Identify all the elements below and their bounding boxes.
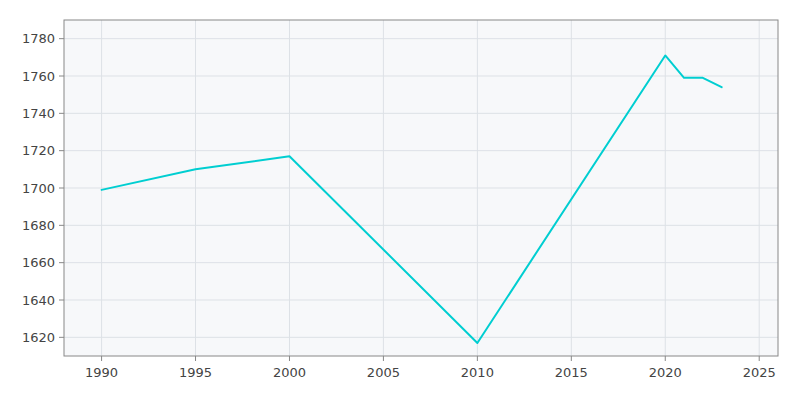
grid-line-y	[64, 188, 778, 189]
tick-label-y: 1720	[22, 143, 55, 158]
tick-y	[59, 262, 64, 263]
tick-y	[59, 225, 64, 226]
tick-label-x: 2010	[461, 365, 494, 380]
grid-line-y	[64, 150, 778, 151]
tick-label-y: 1620	[22, 330, 55, 345]
grid-line-y	[64, 337, 778, 338]
grid-line-y	[64, 113, 778, 114]
tick-label-x: 2025	[743, 365, 776, 380]
tick-label-y: 1680	[22, 218, 55, 233]
tick-x	[759, 356, 760, 361]
tick-x	[477, 356, 478, 361]
grid-line-y	[64, 76, 778, 77]
tick-y	[59, 38, 64, 39]
grid-line-y	[64, 225, 778, 226]
grid-line-y	[64, 38, 778, 39]
grid-line-y	[64, 262, 778, 263]
tick-label-x: 2000	[273, 365, 306, 380]
tick-y	[59, 188, 64, 189]
tick-y	[59, 150, 64, 151]
tick-y	[59, 337, 64, 338]
page: {"chart_data": {"type": "line", "x": [19…	[0, 0, 800, 400]
tick-y	[59, 76, 64, 77]
tick-x	[383, 356, 384, 361]
tick-label-y: 1780	[22, 31, 55, 46]
tick-label-x: 1995	[179, 365, 212, 380]
chart-svg: 1990 1995 2000 2005 2010 2015 2020 2025 1620 1640…	[0, 0, 800, 400]
grid-line-y	[64, 300, 778, 301]
data-line	[102, 55, 722, 342]
tick-label-x: 2020	[649, 365, 682, 380]
tick-x	[289, 356, 290, 361]
tick-label-x: 2015	[555, 365, 588, 380]
tick-x	[195, 356, 196, 361]
grid	[59, 20, 778, 361]
tick-x	[101, 356, 102, 361]
tick-label-x: 1990	[85, 365, 118, 380]
tick-label-y: 1700	[22, 181, 55, 196]
tick-y	[59, 113, 64, 114]
tick-label-y: 1740	[22, 106, 55, 121]
tick-x	[665, 356, 666, 361]
tick-labels: 1990 1995 2000 2005 2010 2015 2020 2025 1620 1640…	[22, 31, 776, 380]
data-layer	[102, 55, 722, 342]
tick-label-y: 1660	[22, 255, 55, 270]
plot-frame	[64, 20, 778, 356]
tick-y	[59, 300, 64, 301]
tick-x	[571, 356, 572, 361]
plot-background	[64, 20, 778, 356]
tick-label-y: 1640	[22, 293, 55, 308]
tick-label-x: 2005	[367, 365, 400, 380]
tick-label-y: 1760	[22, 69, 55, 84]
chart-container: 1990 1995 2000 2005 2010 2015 2020 2025 1620 1640…	[0, 0, 800, 400]
